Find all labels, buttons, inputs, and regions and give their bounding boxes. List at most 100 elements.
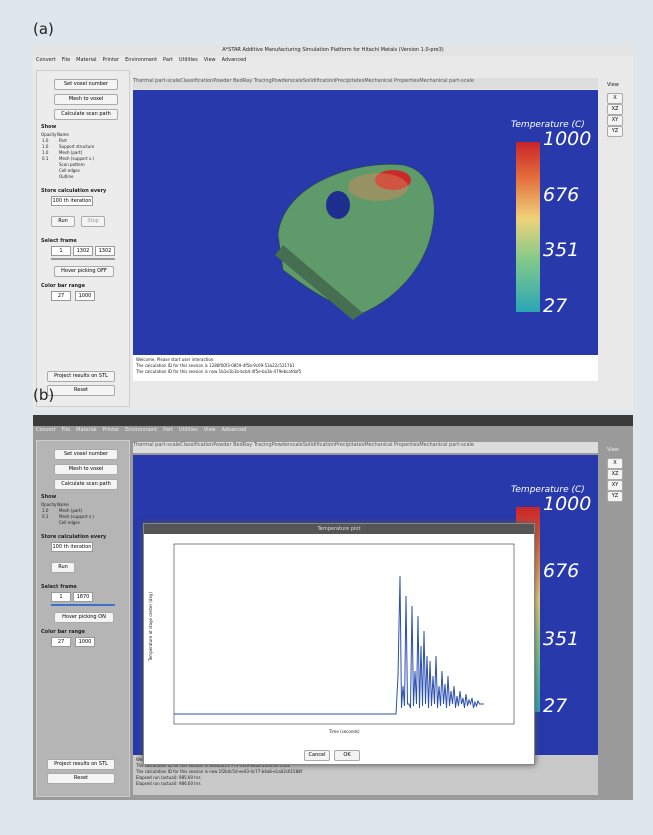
log-line: Elapsed run (actual): 985.60 hrs [136, 775, 201, 780]
menu-item[interactable]: Advanced [222, 57, 247, 65]
button[interactable]: Run [51, 216, 75, 227]
layer-name[interactable]: Outline [59, 174, 73, 179]
menu-item[interactable]: Environment [125, 57, 157, 65]
layer-name[interactable]: Part [59, 138, 67, 143]
layer-name[interactable]: Mesh (part) [59, 508, 82, 513]
input[interactable]: 27 [51, 291, 71, 301]
button[interactable]: Set voxel number [54, 449, 118, 460]
button[interactable]: Hover picking OFF [54, 266, 114, 277]
tab[interactable]: Ray Tracing [243, 78, 272, 89]
view-button[interactable]: YZ [607, 491, 623, 502]
view-button[interactable]: XZ [607, 469, 623, 480]
input[interactable]: 100 th iteration [51, 196, 93, 206]
opacity: 1.0 [42, 144, 48, 149]
menu-item[interactable]: Part [163, 427, 173, 435]
view-button[interactable]: XZ [607, 104, 623, 115]
section-title: Select frame [41, 584, 77, 590]
menu-item[interactable]: Printer [102, 57, 119, 65]
view-button[interactable]: YZ [607, 126, 623, 137]
log-line: The calculation ID for this session is n… [136, 769, 302, 774]
colorbar-label: 1000 [543, 493, 591, 515]
layer-name[interactable]: Support structure [59, 144, 94, 149]
input[interactable]: 1302 [95, 246, 115, 256]
layer-name[interactable]: Mesh (support s.) [59, 514, 94, 519]
menu-item[interactable]: Convert [36, 57, 56, 65]
menu-item[interactable]: Advanced [222, 427, 247, 435]
log-line: Elapsed run (actual): 986.60 hrs [136, 781, 201, 786]
menu-item[interactable]: Printer [102, 427, 119, 435]
colorbar-label: 1000 [543, 128, 591, 150]
opacity: 1.0 [42, 138, 48, 143]
screenshot: Convert File Material Printer Environment Par… [33, 415, 633, 800]
view-button[interactable]: XY [607, 480, 623, 491]
menu-item[interactable]: Environment [125, 427, 157, 435]
tab[interactable]: Mechanical part-scale [419, 78, 474, 89]
menu-item[interactable]: Material [76, 427, 96, 435]
view-title: View [607, 82, 621, 88]
view-button[interactable]: X [607, 93, 623, 104]
menu-bar: Convert File Material Printer Environment Par… [36, 57, 626, 65]
colorbar [516, 142, 540, 312]
tab[interactable]: Mechanical Properties [364, 78, 419, 89]
menu-item[interactable]: Convert [36, 427, 56, 435]
menu-item[interactable]: Utilities [179, 427, 198, 435]
tab[interactable]: Powder Bed [213, 78, 243, 89]
button[interactable]: Mesh to voxel [54, 94, 118, 105]
button[interactable]: Calculate scan path [54, 109, 118, 120]
button[interactable]: Calculate scan path [54, 479, 118, 490]
slider [51, 604, 115, 606]
input[interactable]: 1 [51, 592, 71, 602]
tab[interactable]: Mechanical part-scale [419, 442, 474, 453]
column-header: Opacity [41, 132, 56, 137]
tab[interactable]: Solidification [303, 442, 335, 453]
section-title: Show [41, 494, 56, 500]
tab[interactable]: Powderscale [272, 78, 303, 89]
colorbar-label: 27 [543, 695, 567, 717]
button[interactable]: Project results on STL [47, 759, 115, 770]
layer-name[interactable]: Scan pattern [59, 162, 85, 167]
layer-name[interactable]: Mesh (support s.) [59, 156, 94, 161]
button[interactable]: Reset [47, 385, 115, 396]
menu-item[interactable]: Utilities [179, 57, 198, 65]
button[interactable]: Hover picking ON [54, 612, 114, 623]
tab[interactable]: Solidification [303, 78, 335, 89]
tab[interactable]: Classification [180, 78, 213, 89]
button[interactable]: Set voxel number [54, 79, 118, 90]
dialog-button[interactable]: Cancel [304, 750, 330, 761]
button[interactable]: Project results on STL [47, 371, 115, 382]
input[interactable]: 100 th iteration [51, 542, 93, 552]
tab[interactable]: Precipitates [335, 78, 364, 89]
layer-name[interactable]: Cell edges [59, 168, 80, 173]
layer-name[interactable]: Cell edges [59, 520, 80, 525]
button[interactable]: Reset [47, 773, 115, 784]
tab[interactable]: Powderscale [272, 442, 303, 453]
menu-item[interactable]: File [62, 427, 70, 435]
button[interactable]: Run [51, 562, 75, 573]
button[interactable]: Mesh to voxel [54, 464, 118, 475]
tab[interactable]: Precipitates [335, 442, 364, 453]
input[interactable]: 1870 [73, 592, 93, 602]
input[interactable]: 1302 [73, 246, 93, 256]
view-button[interactable]: XY [607, 115, 623, 126]
layer-name[interactable]: Mesh (part) [59, 150, 82, 155]
tab[interactable]: Classification [180, 442, 213, 453]
menu-item[interactable]: Part [163, 57, 173, 65]
tab[interactable]: Thermal part-scale [133, 78, 180, 89]
menu-item[interactable]: View [204, 57, 216, 65]
tab[interactable]: Powder Bed [213, 442, 243, 453]
input[interactable]: 1 [51, 246, 71, 256]
tab[interactable]: Ray Tracing [243, 442, 272, 453]
input[interactable]: 1000 [75, 291, 95, 301]
panel-label: (a) [33, 20, 54, 38]
dialog-button[interactable]: OK [334, 750, 360, 761]
tab[interactable]: Thermal part-scale [133, 442, 180, 453]
menu-item[interactable]: File [62, 57, 70, 65]
input[interactable]: 27 [51, 637, 71, 647]
menu-item[interactable]: View [204, 427, 216, 435]
menu-item[interactable]: Material [76, 57, 96, 65]
tab[interactable]: Mechanical Properties [364, 442, 419, 453]
input[interactable]: 1000 [75, 637, 95, 647]
view-button[interactable]: X [607, 458, 623, 469]
button[interactable]: Stop [81, 216, 105, 227]
